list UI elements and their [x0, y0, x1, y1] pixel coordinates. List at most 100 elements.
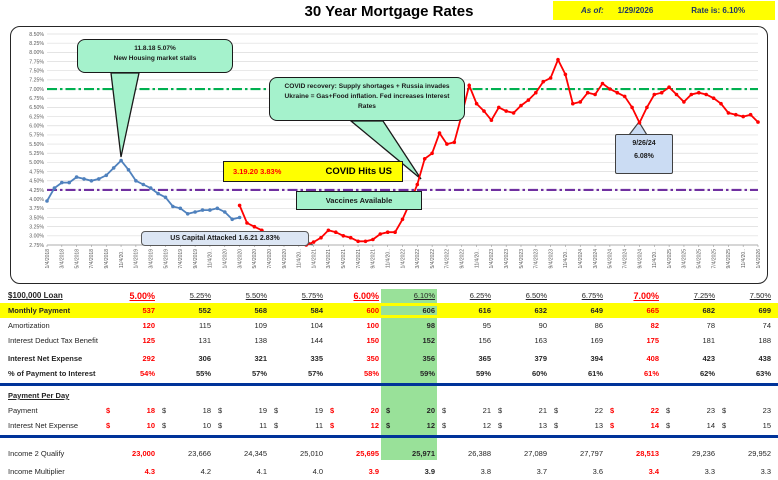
as-of-date: 1/29/2026 — [617, 6, 654, 15]
dollar-sign: $ — [218, 406, 223, 415]
value-cell: $22 — [605, 406, 661, 415]
value-cell: $19 — [269, 406, 325, 415]
value-cell: 23,666 — [188, 448, 211, 458]
svg-text:11/4/20..: 11/4/20.. — [474, 249, 480, 268]
dollar-sign: $ — [106, 421, 111, 430]
value-cell: $15 — [717, 421, 773, 430]
value-cell: 25,695 — [356, 448, 379, 458]
value-cell: 606 — [381, 306, 437, 315]
loan-rate-table: $100,000 Loan 5.00% 5.25% 5.50% 5.75% 6.00% 6.… — [0, 288, 778, 480]
row-label: Amortization — [8, 321, 50, 330]
cell-value: 13 — [538, 421, 547, 430]
value-cell: $20 — [381, 406, 437, 415]
row-label: Monthly Payment — [8, 306, 71, 315]
value-cell: 4.2 — [200, 466, 211, 476]
value-cell: 63% — [755, 369, 771, 378]
value-cell: 59% — [475, 369, 491, 378]
svg-text:8.25%: 8.25% — [29, 41, 44, 47]
dollar-sign: $ — [274, 421, 279, 430]
svg-text:9/4/2023: 9/4/2023 — [548, 249, 554, 269]
value-cell: 616 — [478, 306, 491, 315]
value-cell: 144 — [310, 336, 323, 345]
rate-column-header: 6.00% — [353, 290, 379, 301]
value-cell: 423 — [702, 354, 715, 363]
svg-text:1/4/2026: 1/4/2026 — [756, 249, 762, 269]
svg-text:3/4/2019: 3/4/2019 — [148, 249, 154, 269]
svg-text:3.75%: 3.75% — [29, 206, 44, 212]
annotation-sep24-date: 9/26/24 — [632, 140, 656, 147]
as-of-banner: As of: 1/29/2026 Rate is: 6.10% — [553, 1, 775, 20]
table-row: Interest Deduct Tax Benefit 125 131 138 144 1… — [0, 333, 778, 348]
value-cell: 175 — [646, 336, 659, 345]
svg-text:4.25%: 4.25% — [29, 188, 44, 194]
svg-text:4.50%: 4.50% — [29, 179, 44, 185]
value-cell: $13 — [493, 421, 549, 430]
value-cell: $18 — [101, 406, 157, 415]
cell-value: 11 — [259, 421, 267, 430]
svg-text:4.75%: 4.75% — [29, 169, 44, 175]
svg-text:7.00%: 7.00% — [29, 87, 44, 93]
value-cell: 292 — [142, 354, 155, 363]
row-label: Payment Per Day — [8, 391, 70, 400]
value-cell: $21 — [493, 406, 549, 415]
value-cell: $11 — [213, 421, 269, 430]
value-cell: 23,000 — [132, 448, 155, 458]
cell-value: 12 — [370, 421, 379, 430]
table-row: Monthly Payment 537 552 568 584 600 606 616 632 6… — [0, 303, 778, 318]
value-cell: 438 — [758, 354, 771, 363]
dollar-sign: $ — [554, 421, 559, 430]
annotation-covid-date: 3.19.20 3.83% — [233, 167, 282, 176]
svg-text:11/4/20..: 11/4/20.. — [385, 249, 391, 268]
annotation-capital-attacked: US Capital Attacked 1.6.21 2.83% — [141, 231, 309, 246]
svg-text:5.75%: 5.75% — [29, 133, 44, 139]
svg-text:7/4/2020: 7/4/2020 — [267, 249, 273, 269]
value-cell: 57% — [307, 369, 323, 378]
value-cell: 90 — [538, 321, 547, 330]
svg-text:3/4/2021: 3/4/2021 — [326, 249, 332, 269]
value-cell: $12 — [325, 421, 381, 430]
value-cell: 568 — [254, 306, 267, 315]
value-cell: 27,089 — [524, 448, 547, 458]
value-cell: 188 — [758, 336, 771, 345]
dollar-sign: $ — [218, 421, 223, 430]
cell-value: 19 — [258, 406, 267, 415]
table-header-row: $100,000 Loan 5.00% 5.25% 5.50% 5.75% 6.00% 6.… — [0, 288, 778, 303]
svg-text:7.25%: 7.25% — [29, 78, 44, 84]
value-cell: 169 — [590, 336, 603, 345]
value-cell: 55% — [195, 369, 211, 378]
svg-text:1/4/2023: 1/4/2023 — [489, 249, 495, 269]
svg-text:5.00%: 5.00% — [29, 160, 44, 166]
dollar-sign: $ — [498, 421, 503, 430]
table-row: % of Payment to Interest 54% 55% 57% 57% 58% 5… — [0, 366, 778, 381]
svg-text:7/4/2023: 7/4/2023 — [534, 249, 540, 269]
value-cell: 27,797 — [580, 448, 603, 458]
page-title: 30 Year Mortgage Rates — [304, 3, 474, 20]
cell-value: 21 — [538, 406, 547, 415]
value-cell: 4.3 — [144, 466, 155, 476]
value-cell: 335 — [310, 354, 323, 363]
value-cell: 26,388 — [468, 448, 491, 458]
table-divider — [0, 383, 778, 386]
rate-column-header: 5.75% — [301, 291, 323, 300]
cell-value: 18 — [202, 406, 211, 415]
value-cell: 152 — [422, 336, 435, 345]
value-cell: 4.0 — [312, 466, 323, 476]
svg-text:5.50%: 5.50% — [29, 142, 44, 148]
as-of-label: As of: — [581, 6, 604, 15]
value-cell: $18 — [157, 406, 213, 415]
annotation-covid-label: COVID Hits US — [325, 166, 392, 177]
row-label: Income 2 Qualify — [8, 448, 65, 458]
cell-value: 12 — [482, 421, 491, 430]
cell-value: 10 — [146, 421, 155, 430]
svg-text:9/4/2022: 9/4/2022 — [460, 249, 466, 269]
svg-text:3/4/2024: 3/4/2024 — [593, 249, 599, 269]
svg-text:7/4/2019: 7/4/2019 — [178, 249, 184, 269]
cell-value: 20 — [426, 406, 435, 415]
value-cell: 104 — [310, 321, 323, 330]
svg-text:5/4/2020: 5/4/2020 — [252, 249, 258, 269]
svg-text:5/4/2023: 5/4/2023 — [519, 249, 525, 269]
dollar-sign: $ — [330, 421, 335, 430]
value-cell: $22 — [549, 406, 605, 415]
dollar-sign: $ — [442, 421, 447, 430]
svg-text:11/4/20..: 11/4/20.. — [297, 249, 303, 268]
